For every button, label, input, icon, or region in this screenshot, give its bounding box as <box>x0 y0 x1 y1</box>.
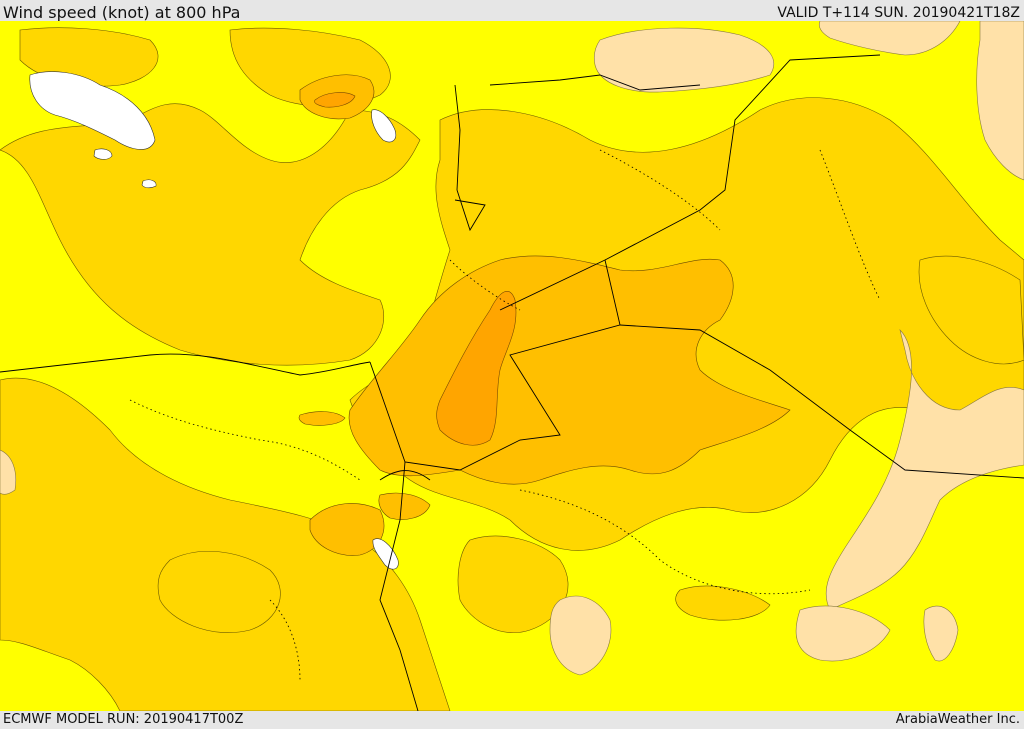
valid-time: VALID T+114 SUN. 20190421T18Z <box>777 5 1020 21</box>
contour-band-lowest <box>0 21 1024 676</box>
model-run: ECMWF MODEL RUN: 20190417T00Z <box>3 712 244 727</box>
credit: ArabiaWeather Inc. <box>895 712 1020 727</box>
map-footer: ECMWF MODEL RUN: 20190417T00Z ArabiaWeat… <box>0 711 1024 729</box>
admin-boundaries <box>129 149 881 681</box>
country-borders <box>0 54 1024 711</box>
map-title: Wind speed (knot) at 800 hPa <box>3 3 241 22</box>
wind-speed-map <box>0 21 1024 711</box>
map-header: Wind speed (knot) at 800 hPa VALID T+114… <box>0 0 1024 22</box>
white-patches <box>29 71 399 570</box>
contour-band-higher <box>314 92 517 446</box>
